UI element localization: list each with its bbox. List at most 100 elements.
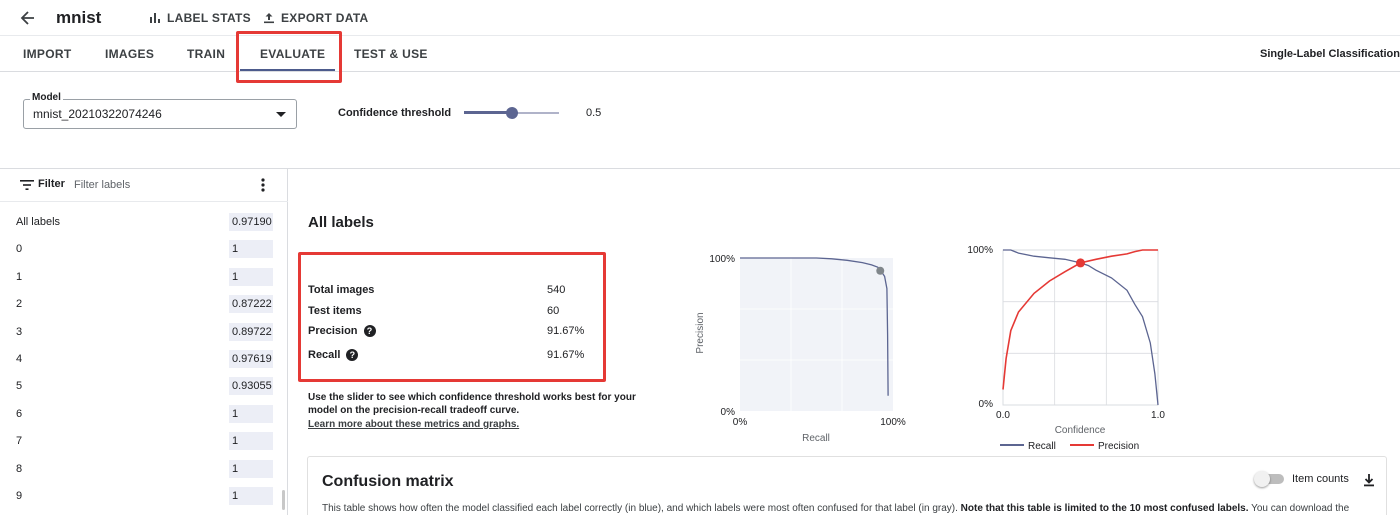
label-score: 0.97619: [229, 350, 273, 368]
slider-hint-text: Use the slider to see which confidence t…: [308, 392, 636, 416]
confusion-matrix-card: [307, 456, 1387, 515]
model-select[interactable]: mnist_20210322074246: [23, 99, 297, 129]
label-score: 0.93055: [229, 377, 273, 396]
label-name: 6: [16, 407, 23, 420]
label-name: 1: [16, 270, 23, 283]
filter-icon: [20, 180, 34, 190]
conf-threshold-marker: [1076, 258, 1085, 268]
label-stats-button[interactable]: LABEL STATS: [149, 11, 251, 25]
tab-evaluate[interactable]: EVALUATE: [260, 47, 326, 61]
label-name: 8: [16, 462, 23, 475]
section-divider: [0, 168, 1400, 169]
label-row[interactable]: 4 0.97619: [0, 348, 284, 372]
tab-bar: IMPORT IMAGES TRAIN EVALUATE TEST & USE …: [0, 37, 1400, 72]
label-name: 3: [16, 325, 23, 338]
confidence-slider-thumb[interactable]: [506, 107, 518, 119]
active-tab-indicator: [240, 69, 335, 71]
filter-divider: [0, 201, 288, 202]
confidence-chart: 100% 0% 0.0 1.0 Confidence Recall Precis…: [967, 245, 1165, 452]
legend-precision-label: Precision: [1098, 441, 1139, 452]
pr-x-tick-left: 0%: [733, 417, 748, 428]
label-name: 2: [16, 298, 23, 311]
pr-curve: [740, 257, 889, 396]
precision-label: Precision ?: [308, 325, 376, 337]
tab-test-use[interactable]: TEST & USE: [354, 47, 428, 61]
test-items-text: Test items: [308, 305, 362, 317]
label-name: 0: [16, 243, 23, 256]
label-row[interactable]: All labels 0.97190: [0, 211, 284, 235]
model-select-value: mnist_20210322074246: [33, 107, 162, 121]
recall-text: Recall: [308, 349, 341, 361]
label-score: 1: [229, 487, 273, 505]
precision-value: 91.67%: [547, 325, 585, 337]
label-name: 5: [16, 380, 23, 393]
pr-grid: [740, 258, 893, 411]
tab-images[interactable]: IMAGES: [105, 47, 155, 61]
filter-labels-input[interactable]: [74, 176, 244, 194]
confusion-matrix-title: Confusion matrix: [322, 473, 454, 490]
pr-plot-area: [740, 258, 893, 411]
recall-curve: [1003, 249, 1159, 406]
label-score: 0.87222: [229, 295, 273, 314]
item-counts-toggle-track[interactable]: [1256, 474, 1284, 484]
pr-x-axis-label: Recall: [802, 433, 830, 444]
label-name: 4: [16, 353, 23, 365]
item-counts-toggle[interactable]: [1254, 471, 1270, 487]
top-bar: [0, 0, 1400, 36]
export-data-button[interactable]: EXPORT DATA: [263, 11, 369, 25]
label-row[interactable]: 2 0.87222: [0, 293, 284, 317]
total-images-value: 540: [547, 284, 566, 296]
learn-more-link[interactable]: Learn more about these metrics and graph…: [308, 419, 520, 430]
download-icon[interactable]: [1363, 473, 1375, 487]
recall-help-icon[interactable]: ?: [346, 349, 359, 361]
pr-y-axis-label: Precision: [695, 312, 706, 353]
back-arrow-icon[interactable]: [18, 8, 38, 28]
tab-import[interactable]: IMPORT: [23, 47, 72, 61]
item-counts-label: Item counts: [1292, 473, 1349, 485]
evaluation-title: All labels: [308, 214, 374, 231]
precision-help-icon[interactable]: ?: [363, 325, 376, 337]
pr-x-tick-right: 100%: [880, 417, 906, 428]
more-vert-icon[interactable]: [259, 177, 267, 193]
dataset-title: mnist: [56, 8, 102, 27]
precision-recall-chart: 100% 0% 0% 100% Recall Precision: [695, 254, 906, 444]
label-stats-label: LABEL STATS: [167, 11, 251, 25]
upload-icon: [264, 13, 274, 24]
label-row[interactable]: 5 0.93055: [0, 375, 284, 399]
export-data-label: EXPORT DATA: [281, 11, 369, 25]
metrics-highlight: [298, 252, 606, 382]
label-score: 1: [229, 240, 273, 259]
tab-train[interactable]: TRAIN: [187, 47, 226, 61]
conf-x-axis-label: Confidence: [1055, 425, 1106, 436]
confusion-matrix-description: This table shows how often the model cla…: [322, 503, 1372, 514]
label-row[interactable]: 3 0.89722: [0, 321, 284, 345]
label-list-scrollbar[interactable]: [282, 490, 285, 510]
pr-y-tick-bottom: 0%: [721, 407, 736, 418]
bar-chart-icon: [150, 13, 160, 23]
total-images-label: Total images: [308, 284, 374, 296]
label-score: 1: [229, 267, 273, 286]
label-name: 7: [16, 435, 23, 448]
model-select-label: Model: [30, 92, 63, 103]
conf-x-tick-left: 0.0: [996, 410, 1010, 421]
label-score: 1: [229, 432, 273, 451]
test-items-value: 60: [547, 305, 560, 317]
label-name: 9: [16, 490, 23, 502]
cm-desc-plain: This table shows how often the model cla…: [322, 503, 961, 514]
cm-desc-bold: Note that this table is limited to the 1…: [960, 503, 1249, 514]
filter-label: Filter: [38, 178, 65, 190]
precision-curve: [1002, 249, 1158, 390]
label-score: 0.97190: [229, 213, 273, 231]
label-list-panel: [0, 169, 288, 515]
label-score: 0.89722: [229, 322, 273, 341]
conf-plot-area: [1002, 249, 1159, 406]
confidence-threshold-value: 0.5: [586, 107, 602, 119]
conf-y-tick-top: 100%: [967, 245, 993, 256]
legend-recall-label: Recall: [1028, 441, 1056, 452]
